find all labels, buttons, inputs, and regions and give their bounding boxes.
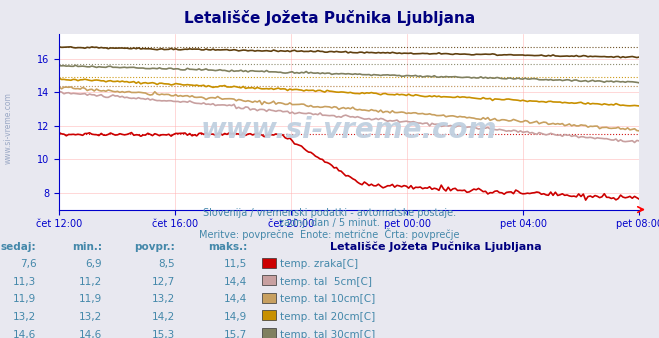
Text: povpr.:: povpr.: (134, 242, 175, 252)
Text: temp. tal  5cm[C]: temp. tal 5cm[C] (280, 277, 372, 287)
Text: 12,7: 12,7 (152, 277, 175, 287)
Text: 11,9: 11,9 (79, 294, 102, 305)
Text: 13,2: 13,2 (13, 312, 36, 322)
Text: 8,5: 8,5 (158, 259, 175, 269)
Text: 14,4: 14,4 (224, 277, 247, 287)
Text: temp. tal 20cm[C]: temp. tal 20cm[C] (280, 312, 376, 322)
Text: 14,6: 14,6 (79, 330, 102, 338)
Text: 14,6: 14,6 (13, 330, 36, 338)
Text: 15,7: 15,7 (224, 330, 247, 338)
Text: min.:: min.: (72, 242, 102, 252)
Text: www.si-vreme.com: www.si-vreme.com (3, 93, 13, 164)
Text: 13,2: 13,2 (152, 294, 175, 305)
Text: 11,9: 11,9 (13, 294, 36, 305)
Text: Meritve: povprečne  Enote: metrične  Črta: povprečje: Meritve: povprečne Enote: metrične Črta:… (199, 228, 460, 240)
Text: temp. tal 10cm[C]: temp. tal 10cm[C] (280, 294, 376, 305)
Text: 15,3: 15,3 (152, 330, 175, 338)
Text: 14,4: 14,4 (224, 294, 247, 305)
Text: 11,5: 11,5 (224, 259, 247, 269)
Text: maks.:: maks.: (208, 242, 247, 252)
Text: 13,2: 13,2 (79, 312, 102, 322)
Text: 11,2: 11,2 (79, 277, 102, 287)
Text: 7,6: 7,6 (20, 259, 36, 269)
Text: zadnji dan / 5 minut.: zadnji dan / 5 minut. (279, 218, 380, 228)
Text: Slovenija / vremenski podatki - avtomatske postaje.: Slovenija / vremenski podatki - avtomats… (203, 208, 456, 218)
Text: www.si-vreme.com: www.si-vreme.com (201, 117, 498, 144)
Text: sedaj:: sedaj: (1, 242, 36, 252)
Text: 6,9: 6,9 (86, 259, 102, 269)
Text: 11,3: 11,3 (13, 277, 36, 287)
Text: Letališče Jožeta Pučnika Ljubljana: Letališče Jožeta Pučnika Ljubljana (184, 10, 475, 26)
Text: 14,2: 14,2 (152, 312, 175, 322)
Text: Letališče Jožeta Pučnika Ljubljana: Letališče Jožeta Pučnika Ljubljana (330, 242, 541, 252)
Text: 14,9: 14,9 (224, 312, 247, 322)
Text: temp. tal 30cm[C]: temp. tal 30cm[C] (280, 330, 376, 338)
Text: temp. zraka[C]: temp. zraka[C] (280, 259, 358, 269)
